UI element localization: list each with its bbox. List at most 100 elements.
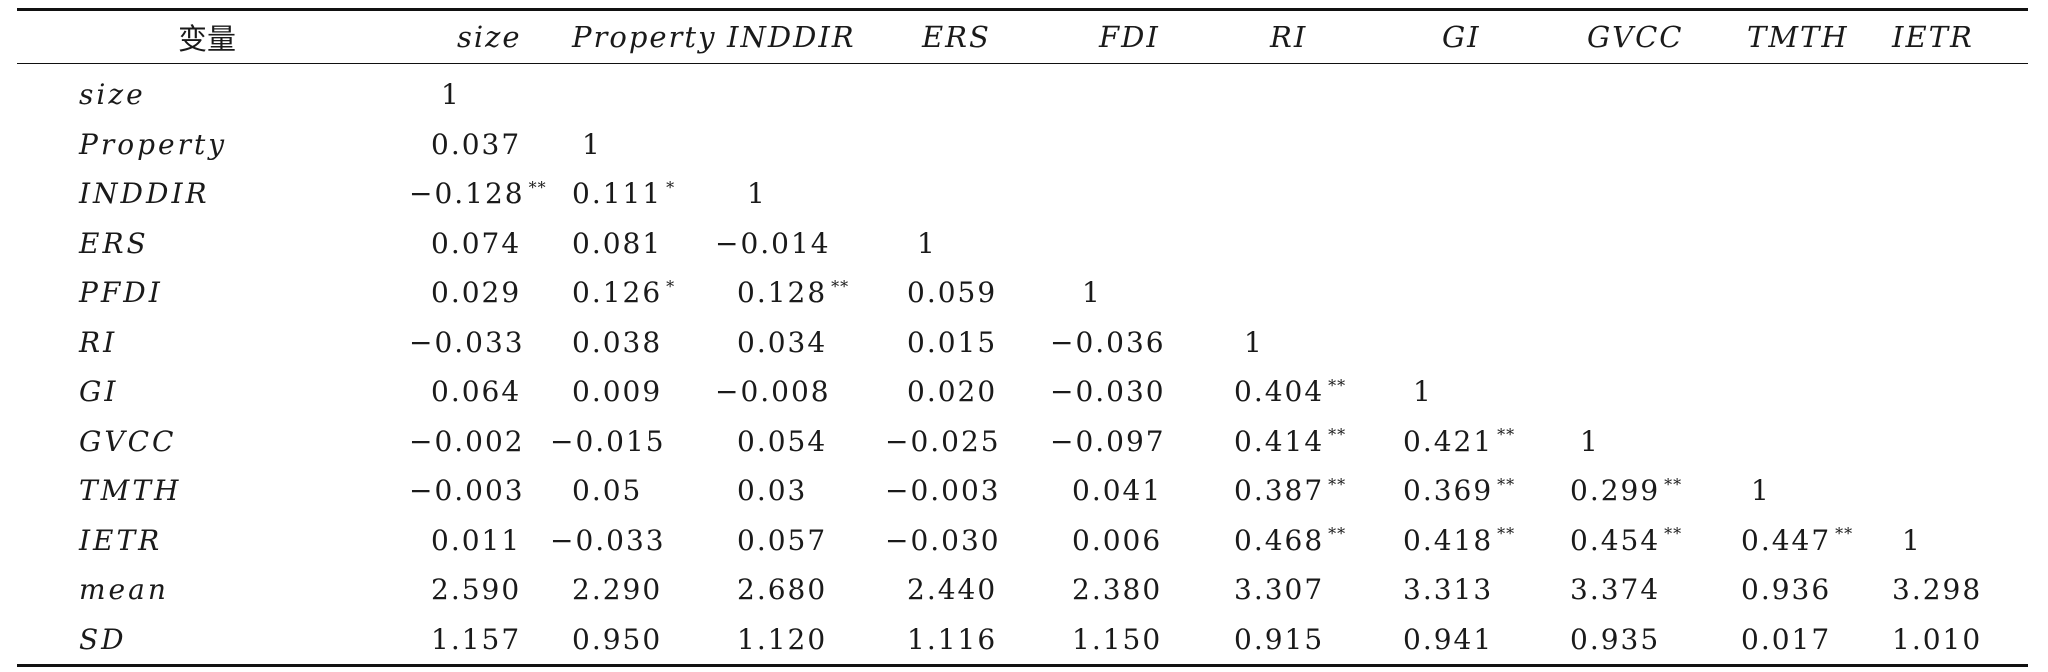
cell-value: 3.298: [1892, 573, 1983, 607]
cell-value: 0.915: [1234, 622, 1325, 656]
cell-value: −0.014: [715, 226, 831, 260]
table-cell: 0.011: [397, 516, 542, 566]
significance-marker: **: [1328, 474, 1347, 494]
table-cell: 1: [1202, 318, 1367, 368]
table-cell: 0.05: [542, 466, 707, 516]
table-cell: 1: [872, 219, 1037, 269]
significance-marker: **: [1835, 524, 1854, 544]
table-cell: [1697, 417, 1862, 467]
table-cell: 0.447 **: [1697, 516, 1862, 566]
table-cell: [1367, 120, 1532, 170]
table-row: GVCC −0.002 −0.015 0.054 −0.025 −0.097 0.414 **…: [17, 417, 2028, 467]
table-cell: 1.150: [1037, 615, 1202, 666]
table-cell: [1367, 318, 1532, 368]
table-cell: −0.030: [1037, 367, 1202, 417]
cell-value: 0.074: [431, 226, 522, 260]
cell-value: 0.111: [572, 177, 663, 211]
table-cell: 3.374: [1532, 565, 1697, 615]
cell-value: 2.590: [431, 573, 522, 607]
table-cell: 1: [707, 169, 872, 219]
table-cell: [707, 120, 872, 170]
table-cell: 3.313: [1367, 565, 1532, 615]
row-label: IETR: [79, 523, 163, 557]
significance-marker: **: [1497, 474, 1516, 494]
cell-value: 0.054: [737, 424, 828, 458]
table-cell: 1.116: [872, 615, 1037, 666]
column-header-ri: RI: [1270, 20, 1308, 54]
table-cell: 1.010: [1862, 615, 2028, 666]
table-cell: [1367, 169, 1532, 219]
cell-value: 0.041: [1072, 474, 1163, 508]
cell-value: 1: [917, 226, 937, 260]
table-cell: −0.036: [1037, 318, 1202, 368]
table-cell: −0.030: [872, 516, 1037, 566]
table-cell: [872, 64, 1037, 120]
cell-value: −0.128: [409, 177, 525, 211]
cell-value: 0.05: [572, 474, 643, 508]
cell-value: 1: [1580, 424, 1600, 458]
table-cell: 3.298: [1862, 565, 2028, 615]
table-cell: [1532, 318, 1697, 368]
cell-value: 0.029: [431, 276, 522, 310]
cell-value: −0.003: [409, 474, 525, 508]
column-header-ers: ERS: [922, 20, 991, 54]
cell-value: 0.057: [737, 523, 828, 557]
table-cell: −0.033: [397, 318, 542, 368]
cell-value: 0.128: [737, 276, 828, 310]
table-cell: 0.059: [872, 268, 1037, 318]
table-cell: [1697, 268, 1862, 318]
table-row: ERS 0.074 0.081 −0.014 1: [17, 219, 2028, 269]
table-cell: [1367, 268, 1532, 318]
cell-value: 0.418: [1403, 523, 1494, 557]
cell-value: 0.03: [737, 474, 808, 508]
cell-value: 0.081: [572, 226, 663, 260]
row-label: GI: [79, 375, 119, 409]
table-cell: [1697, 318, 1862, 368]
significance-marker: **: [831, 276, 850, 296]
table-cell: 0.064: [397, 367, 542, 417]
table-cell: 0.017: [1697, 615, 1862, 666]
significance-marker: *: [666, 276, 676, 296]
table-header: 变量 size Property INDDIR ERS FDI RI GI GVCC TMTH I…: [17, 9, 2028, 64]
corner-header: 变量: [177, 22, 236, 56]
cell-value: 3.374: [1570, 573, 1661, 607]
table-cell: [1532, 64, 1697, 120]
table-cell: [1862, 219, 2028, 269]
cell-value: 0.454: [1570, 523, 1661, 557]
table-cell: 1: [1037, 268, 1202, 318]
table-cell: [1862, 318, 2028, 368]
table-cell: −0.097: [1037, 417, 1202, 467]
table-cell: [1202, 120, 1367, 170]
cell-value: 0.037: [431, 127, 522, 161]
table-cell: [1862, 268, 2028, 318]
cell-value: 1: [1413, 375, 1433, 409]
table-row: mean 2.590 2.290 2.680 2.440 2.380 3.307 3.313 3…: [17, 565, 2028, 615]
cell-value: 0.299: [1570, 474, 1661, 508]
table-cell: 0.020: [872, 367, 1037, 417]
cell-value: 0.011: [431, 523, 522, 557]
row-label: Property: [79, 127, 228, 161]
cell-value: −0.036: [1050, 325, 1166, 359]
table-row: IETR 0.011 −0.033 0.057 −0.030 0.006 0.468 ** 0.…: [17, 516, 2028, 566]
table-cell: [1367, 64, 1532, 120]
cell-value: −0.033: [409, 325, 525, 359]
column-header-property: Property: [572, 20, 717, 54]
cell-value: 0.369: [1403, 474, 1494, 508]
row-label: TMTH: [79, 474, 182, 508]
row-label: INDDIR: [79, 177, 210, 211]
table-cell: 1: [397, 64, 542, 120]
table-row: PFDI 0.029 0.126 * 0.128 ** 0.059 1: [17, 268, 2028, 318]
table-row: Property 0.037 1: [17, 120, 2028, 170]
table-cell: [1862, 64, 2028, 120]
table-cell: 2.590: [397, 565, 542, 615]
table-cell: −0.014: [707, 219, 872, 269]
table-cell: 0.915: [1202, 615, 1367, 666]
table-cell: 1: [542, 120, 707, 170]
table-cell: 0.029: [397, 268, 542, 318]
table-cell: −0.008: [707, 367, 872, 417]
table-cell: [1202, 268, 1367, 318]
table-cell: 1: [1862, 516, 2028, 566]
table-cell: 0.081: [542, 219, 707, 269]
cell-value: 1.116: [907, 622, 998, 656]
column-header-size: size: [457, 20, 522, 54]
